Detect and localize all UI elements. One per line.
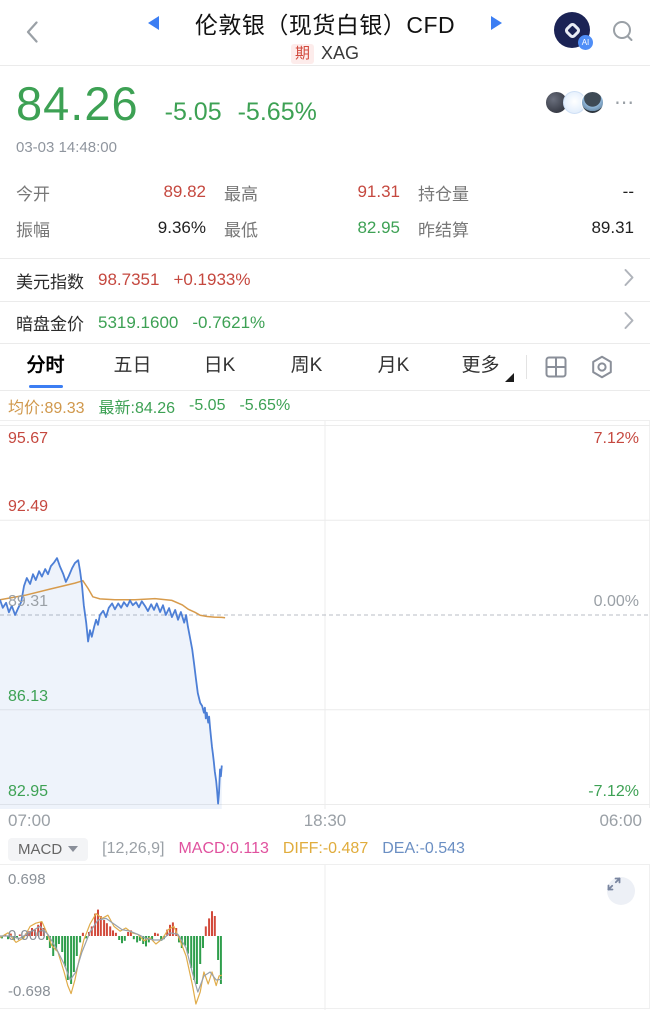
stat-label: 持仓量: [418, 184, 469, 204]
axis-label: 95.67: [8, 430, 49, 447]
grid-icon: [545, 356, 567, 378]
next-instrument-arrow[interactable]: [491, 16, 503, 30]
last-price-legend: 最新:84.26: [98, 399, 176, 417]
chevron-down-icon: [68, 846, 79, 852]
axis-label: 89.31: [8, 593, 49, 610]
tab-5day[interactable]: 五日: [113, 355, 152, 376]
indicator-params: [12,26,9]: [102, 840, 165, 857]
axis-label: -0.698: [8, 983, 51, 1000]
time-axis-label: 07:00: [8, 811, 51, 830]
intraday-chart[interactable]: 95.67 92.49 89.31 86.13 82.95 7.12% 0.00% -7.12…: [0, 420, 650, 809]
stat-label: 最高: [224, 184, 258, 204]
last-price: 84.26: [16, 77, 139, 130]
stat-value-high: 91.31: [357, 182, 400, 201]
axis-label: -7.12%: [588, 783, 639, 800]
quote-section: 84.26 -5.05 -5.65% 03-03 14:48:00 ⋯: [0, 66, 650, 166]
stat-label: 最低: [224, 220, 258, 240]
related-change: +0.1933%: [173, 270, 251, 289]
stat-label: 今开: [16, 184, 50, 204]
stat-label: 昨结算: [418, 220, 469, 240]
axis-label: 0.000: [8, 927, 46, 944]
price-change: -5.05: [164, 98, 222, 126]
indicator-selector[interactable]: MACD: [8, 837, 89, 861]
tab-monthly-k[interactable]: 月K: [377, 355, 410, 376]
related-row-dark-gold[interactable]: 暗盘金价 5319.1600 -0.7621%: [0, 301, 650, 344]
stat-value-low: 82.95: [357, 218, 400, 237]
app-logo-icon: [562, 20, 582, 40]
more-corner-triangle-icon: [505, 373, 514, 382]
stat-value-open-interest: --: [622, 182, 634, 201]
indicator-header: MACD [12,26,9] MACD:0.113 DIFF:-0.487 DE…: [0, 834, 650, 864]
axis-label: 92.49: [8, 498, 49, 515]
back-button[interactable]: [14, 14, 50, 50]
tab-daily-k[interactable]: 日K: [203, 355, 236, 376]
avg-price-legend: 均价:89.33: [8, 399, 85, 417]
macd-value: MACD:0.113: [178, 840, 269, 857]
ai-badge: AI: [578, 35, 593, 50]
related-name: 暗盘金价: [16, 315, 84, 334]
time-axis: 07:00 18:30 06:00: [0, 808, 650, 834]
divider: [526, 355, 527, 379]
share-avatar-icon[interactable]: [581, 91, 604, 114]
chevron-left-icon: [26, 21, 38, 43]
stat-value-amplitude: 9.36%: [157, 218, 206, 237]
chart-settings-button[interactable]: [579, 345, 625, 389]
axis-label: 82.95: [8, 783, 49, 800]
stats-grid: 今开 89.82 最高 91.31 持仓量 -- 振幅 9.36% 最低 82.…: [0, 166, 650, 258]
tab-weekly-k[interactable]: 周K: [290, 355, 323, 376]
search-icon: [613, 21, 633, 41]
market-type-badge: 期: [290, 43, 314, 64]
diff-value: DIFF:-0.487: [282, 840, 369, 857]
related-change: -0.7621%: [192, 312, 266, 332]
legend-change-percent: -5.65%: [239, 396, 291, 414]
period-tabbar: 分时 五日 日K 周K 月K 更多: [0, 344, 650, 390]
chevron-right-icon: [624, 311, 634, 334]
time-axis-label: 18:30: [303, 811, 347, 830]
tab-more-label: 更多: [461, 355, 500, 376]
related-price: 5319.1600: [98, 312, 179, 332]
social-share-group[interactable]: ⋯: [545, 90, 636, 115]
prev-instrument-arrow[interactable]: [147, 16, 159, 30]
axis-label: 0.00%: [593, 593, 639, 610]
title-area: 伦敦银（现货白银）CFD 期 XAG: [0, 6, 650, 64]
axis-label: 7.12%: [593, 430, 639, 447]
header: 伦敦银（现货白银）CFD 期 XAG AI: [0, 0, 650, 66]
related-name: 美元指数: [16, 272, 84, 292]
time-axis-label: 06:00: [599, 811, 642, 830]
quote-timestamp: 03-03 14:48:00: [16, 139, 117, 156]
expand-chart-button[interactable]: [607, 877, 635, 905]
gear-icon: [592, 355, 612, 379]
stat-value-prev-settle: 89.31: [591, 218, 634, 237]
tab-intraday[interactable]: 分时: [2, 344, 89, 390]
dea-value: DEA:-0.543: [382, 840, 465, 857]
chart-layout-button[interactable]: [533, 345, 579, 389]
axis-label: 86.13: [8, 688, 49, 705]
indicator-name: MACD: [18, 840, 63, 858]
chevron-right-icon: [624, 269, 634, 292]
search-button[interactable]: [608, 16, 638, 46]
related-price: 98.7351: [98, 270, 160, 289]
legend-change: -5.05: [189, 396, 226, 414]
macd-chart[interactable]: 0.698 0.000 -0.698: [0, 864, 650, 1010]
instrument-symbol: XAG: [321, 43, 360, 63]
expand-icon: [607, 877, 621, 891]
price-change-percent: -5.65%: [237, 98, 317, 126]
axis-label: 0.698: [8, 871, 46, 888]
tab-more[interactable]: 更多: [437, 344, 524, 390]
stat-label: 振幅: [16, 220, 50, 240]
chart-legend: 均价:89.33 最新:84.26 -5.05 -5.65%: [0, 390, 650, 420]
related-row-usd-index[interactable]: 美元指数 98.7351 +0.1933%: [0, 258, 650, 301]
page-title: 伦敦银（现货白银）CFD: [194, 12, 456, 38]
stat-value-open: 89.82: [163, 182, 206, 201]
ai-assistant-button[interactable]: AI: [554, 12, 593, 50]
more-options-icon[interactable]: ⋯: [614, 92, 636, 114]
